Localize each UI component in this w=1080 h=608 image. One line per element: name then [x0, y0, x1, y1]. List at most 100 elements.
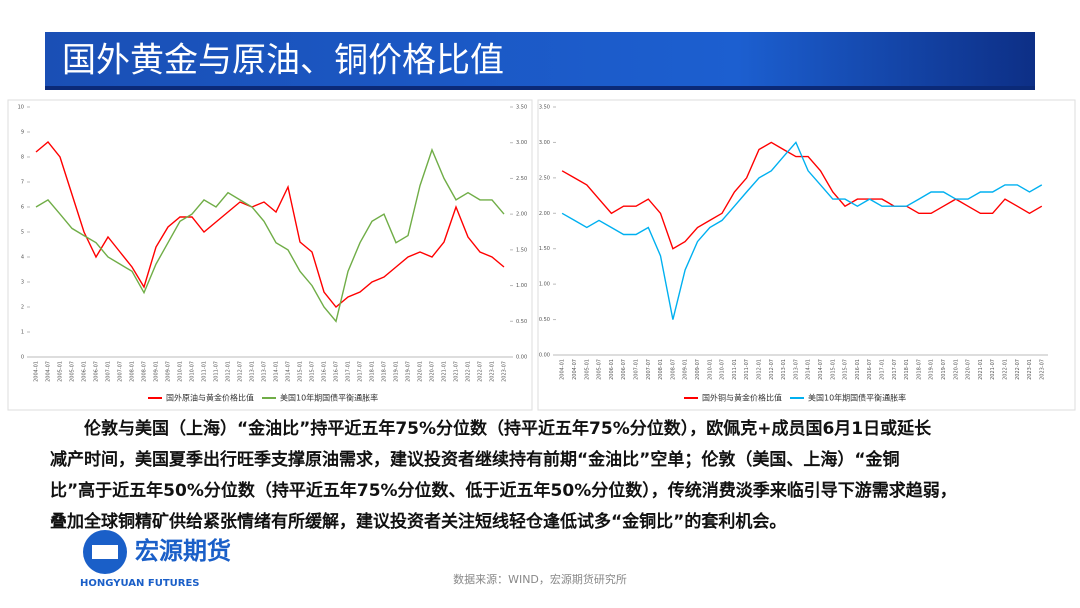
x-tick-label: 2006-01: [82, 361, 88, 382]
source: 数据来源：WIND，宏源期货研究所: [453, 572, 627, 586]
x-tick-label: 2011-01: [202, 361, 208, 382]
x-tick-label: 2018-07: [916, 359, 922, 380]
logo-icon-inner: [92, 545, 118, 559]
x-tick-label: 2021-01: [978, 359, 984, 380]
y-tick-label: 2.00: [516, 212, 527, 218]
series-line: [561, 141, 1043, 320]
x-tick-label: 2014-01: [274, 361, 280, 382]
header-stripe: [45, 86, 1035, 90]
x-tick-label: 2011-07: [214, 361, 220, 382]
legend-label: 国外铜与黄金价格比值: [702, 393, 782, 403]
x-tick-label: 2012-07: [238, 361, 244, 382]
series-line: [561, 141, 1043, 250]
x-tick-label: 2006-07: [621, 359, 627, 380]
y-tick-label: 8: [21, 155, 24, 161]
x-tick-label: 2015-01: [298, 361, 304, 382]
x-tick-label: 2021-07: [454, 361, 460, 382]
x-tick-label: 2004-07: [572, 359, 578, 380]
y-tick-label: 5: [21, 230, 24, 236]
legend-label: 美国10年期国债平衡通胀率: [808, 393, 906, 403]
x-tick-label: 2013-07: [793, 359, 799, 380]
x-tick-label: 2008-07: [142, 361, 148, 382]
x-tick-label: 2019-01: [929, 359, 935, 380]
y-tick-label: 7: [21, 180, 24, 186]
x-tick-label: 2004-01: [34, 361, 40, 382]
x-tick-label: 2004-01: [560, 359, 566, 380]
logo: 宏源期货 HONGYUAN FUTURES: [80, 530, 231, 589]
x-tick-label: 2009-01: [154, 361, 160, 382]
x-tick-label: 2018-07: [382, 361, 388, 382]
x-tick-label: 2022-01: [466, 361, 472, 382]
y-tick-label: 10: [18, 105, 24, 111]
body-line: 叠加全球铜精矿供给紧张情绪有所缓解，建议投资者关注短线轻仓逢低试多“金铜比”的套…: [50, 512, 787, 532]
x-tick-label: 2023-01: [490, 361, 496, 382]
x-tick-label: 2012-01: [756, 359, 762, 380]
x-tick-label: 2021-07: [990, 359, 996, 380]
x-tick-label: 2008-01: [658, 359, 664, 380]
y-tick-label: 0.00: [516, 355, 527, 361]
x-tick-label: 2011-07: [744, 359, 750, 380]
x-tick-label: 2019-07: [941, 359, 947, 380]
x-tick-label: 2016-01: [855, 359, 861, 380]
chart-frame: [7, 99, 533, 411]
y-tick-label: 3.50: [516, 105, 527, 111]
x-tick-label: 2018-01: [904, 359, 910, 380]
x-tick-label: 2014-07: [818, 359, 824, 380]
y-tick-label: 3: [21, 280, 24, 286]
y-tick-label: 2.00: [539, 211, 550, 217]
x-tick-label: 2014-07: [286, 361, 292, 382]
y-tick-label: 2.50: [516, 176, 527, 182]
y-tick-label: 2.50: [539, 175, 550, 181]
x-tick-label: 2013-01: [250, 361, 256, 382]
legend-label: 国外原油与黄金价格比值: [166, 393, 254, 403]
x-tick-label: 2005-01: [584, 359, 590, 380]
body-line: 减产时间，美国夏季出行旺季支撑原油需求，建议投资者继续持有前期“金油比”空单；伦…: [50, 450, 900, 470]
x-tick-label: 2007-01: [633, 359, 639, 380]
x-tick-label: 2008-07: [670, 359, 676, 380]
x-tick-label: 2010-01: [178, 361, 184, 382]
logo-name: 宏源期货: [135, 537, 231, 565]
y-tick-label: 1.00: [539, 282, 550, 288]
x-tick-label: 2004-07: [46, 361, 52, 382]
y-tick-label: 1.50: [539, 246, 550, 252]
x-tick-label: 2020-07: [966, 359, 972, 380]
x-tick-label: 2017-07: [358, 361, 364, 382]
x-tick-label: 2009-01: [683, 359, 689, 380]
x-tick-label: 2013-01: [781, 359, 787, 380]
x-tick-label: 2009-07: [695, 359, 701, 380]
y-tick-label: 0: [21, 355, 24, 361]
x-tick-label: 2015-01: [830, 359, 836, 380]
x-tick-label: 2007-01: [106, 361, 112, 382]
x-tick-label: 2019-07: [406, 361, 412, 382]
y-tick-label: 1: [21, 330, 24, 336]
y-tick-label: 2: [21, 305, 24, 311]
series-line: [35, 141, 505, 308]
y-tick-label: 1.50: [516, 247, 527, 253]
y-tick-label: 3.00: [539, 140, 550, 146]
x-tick-label: 2006-07: [94, 361, 100, 382]
x-tick-label: 2016-07: [867, 359, 873, 380]
x-tick-label: 2007-07: [118, 361, 124, 382]
x-tick-label: 2022-07: [478, 361, 484, 382]
y-tick-label: 3.00: [516, 140, 527, 146]
x-tick-label: 2016-01: [322, 361, 328, 382]
x-tick-label: 2023-01: [1027, 359, 1033, 380]
y-tick-label: 0.00: [539, 353, 550, 359]
y-tick-label: 1.00: [516, 283, 527, 289]
x-tick-label: 2005-07: [70, 361, 76, 382]
y-tick-label: 6: [21, 205, 24, 211]
x-tick-label: 2010-01: [707, 359, 713, 380]
x-tick-label: 2012-01: [226, 361, 232, 382]
y-tick-label: 9: [21, 130, 24, 136]
x-tick-label: 2014-01: [806, 359, 812, 380]
body-text: 伦敦与美国（上海）“金油比”持平近五年75%分位数（持平近五年75%分位数），欧…: [50, 414, 1050, 538]
x-tick-label: 2022-01: [1002, 359, 1008, 380]
x-tick-label: 2010-07: [720, 359, 726, 380]
x-tick-label: 2022-07: [1015, 359, 1021, 380]
body-line: 伦敦与美国（上海）“金油比”持平近五年75%分位数（持平近五年75%分位数），欧…: [84, 419, 932, 439]
x-tick-label: 2005-01: [58, 361, 64, 382]
y-tick-label: 0.50: [516, 319, 527, 325]
x-tick-label: 2021-01: [442, 361, 448, 382]
